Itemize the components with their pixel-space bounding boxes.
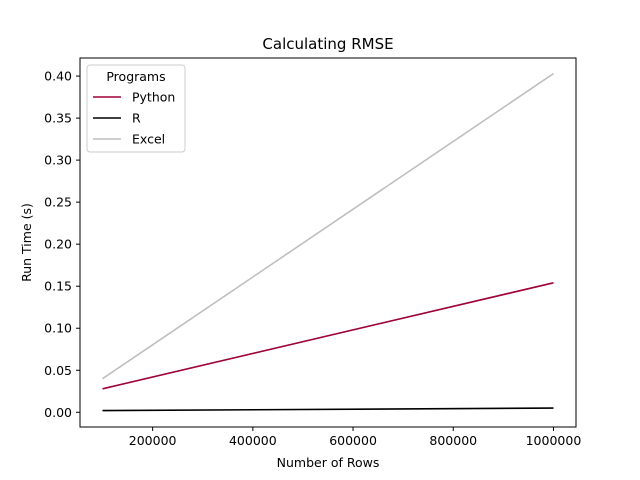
- y-tick-label: 0.40: [44, 69, 72, 84]
- y-tick-label: 0.15: [44, 279, 72, 294]
- y-tick-label: 0.20: [44, 237, 72, 252]
- legend: Programs Python R Excel: [86, 64, 186, 153]
- series-line-excel: [102, 72, 554, 380]
- plot-frame: [79, 57, 577, 428]
- legend-label-excel: Excel: [132, 132, 165, 147]
- x-tick-label: 800000: [429, 433, 477, 448]
- legend-box: [86, 64, 186, 153]
- y-tick-label: 0.10: [44, 321, 72, 336]
- chart-title: Calculating RMSE: [262, 35, 393, 53]
- y-axis: 0.00 0.05 0.10 0.15 0.20 0.25 0.30 0.35 0.40: [44, 69, 80, 420]
- y-axis-title: Run Time (s): [19, 203, 34, 282]
- x-tick-label: 1000000: [526, 433, 582, 448]
- legend-label-python: Python: [132, 90, 175, 105]
- series-line-python: [102, 282, 554, 390]
- y-tick-label: 0.30: [44, 153, 72, 168]
- x-tick-label: 200000: [129, 433, 177, 448]
- y-tick-label: 0.25: [44, 195, 72, 210]
- legend-title: Programs: [106, 69, 165, 84]
- x-tick-label: 400000: [229, 433, 277, 448]
- y-tick-label: 0.35: [44, 111, 72, 126]
- x-axis-title: Number of Rows: [277, 455, 380, 470]
- y-tick-label: 0.00: [44, 405, 72, 420]
- plot-marks: [102, 72, 554, 412]
- series-line-r: [102, 407, 554, 412]
- x-tick-label: 600000: [329, 433, 377, 448]
- legend-label-r: R: [132, 111, 141, 126]
- x-axis: 200000 400000 600000 800000 1000000: [129, 427, 582, 448]
- y-tick-label: 0.05: [44, 363, 72, 378]
